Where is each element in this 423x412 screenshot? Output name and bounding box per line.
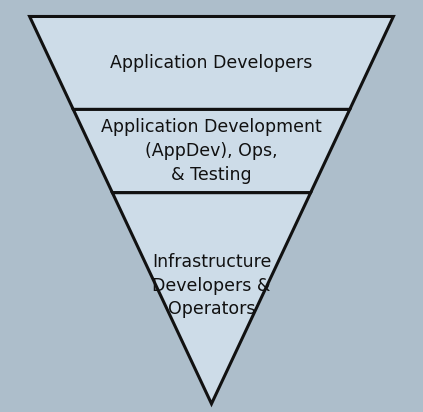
Polygon shape [73,110,350,193]
Polygon shape [30,16,393,110]
Text: Infrastructure
Developers &
Operators: Infrastructure Developers & Operators [152,253,271,318]
Text: Application Developers: Application Developers [110,54,313,72]
Polygon shape [113,193,310,404]
Text: Application Development
(AppDev), Ops,
& Testing: Application Development (AppDev), Ops, &… [101,119,322,184]
